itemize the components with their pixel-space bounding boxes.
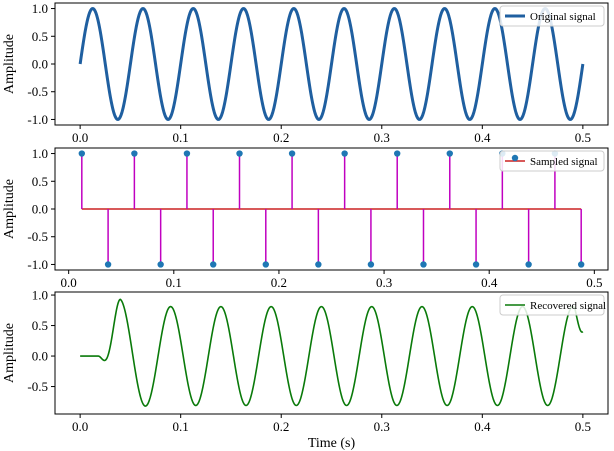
legend-box xyxy=(499,294,605,316)
legend-swatch-marker xyxy=(511,154,519,162)
plot-frame xyxy=(54,291,609,415)
y-tick-label: 1.0 xyxy=(32,288,48,303)
x-axis-label: Time (s) xyxy=(308,436,356,451)
y-tick-label: 0.5 xyxy=(32,29,48,44)
legend: Recovered signal xyxy=(499,294,606,316)
y-tick-label: 0.5 xyxy=(32,174,48,189)
y-axis-label: Amplitude xyxy=(2,179,17,239)
y-tick-label: 0.5 xyxy=(32,318,48,333)
stem-marker xyxy=(472,261,480,268)
stem-marker xyxy=(236,150,243,157)
x-tick-label: 0.3 xyxy=(376,275,392,290)
x-tick-label: 0.1 xyxy=(173,130,189,145)
stem-marker xyxy=(420,261,427,268)
y-tick-label: 0.0 xyxy=(32,57,48,72)
stem-marker xyxy=(446,150,453,157)
stem-marker xyxy=(367,261,375,268)
y-tick-label: -0.5 xyxy=(27,379,48,394)
legend: Sampled signal xyxy=(499,150,605,172)
x-tick-label: 0.1 xyxy=(173,419,189,434)
y-tick-label: 1.0 xyxy=(32,1,48,16)
x-tick-label: 0.2 xyxy=(271,275,287,290)
x-tick-label: 0.5 xyxy=(575,419,591,434)
legend-label: Sampled signal xyxy=(530,156,598,168)
legend: Original signal xyxy=(499,5,605,27)
y-tick-label: -0.5 xyxy=(27,84,48,99)
series-line-original xyxy=(78,7,585,121)
y-tick-label: 1.0 xyxy=(32,146,48,161)
x-tick-label: 0.0 xyxy=(61,275,77,290)
x-tick-label: 0.3 xyxy=(374,419,390,434)
series-line-recovered xyxy=(79,298,584,407)
stem-marker xyxy=(288,150,296,157)
x-tick-label: 0.3 xyxy=(374,130,390,145)
x-tick-label: 0.2 xyxy=(273,419,289,434)
legend-box xyxy=(499,5,605,27)
y-axis-label: Amplitude xyxy=(2,323,17,383)
y-axis-label: Amplitude xyxy=(2,34,17,94)
stem-marker xyxy=(78,150,86,157)
x-tick-label: 0.0 xyxy=(72,419,88,434)
stem-marker xyxy=(104,261,112,268)
plot-frame xyxy=(54,2,609,126)
stem-marker xyxy=(262,261,269,268)
x-tick-label: 0.2 xyxy=(273,130,289,145)
legend-label: Recovered signal xyxy=(530,300,606,312)
y-tick-label: -1.0 xyxy=(27,112,48,127)
x-tick-label: 0.0 xyxy=(72,130,88,145)
plot-frame xyxy=(54,147,609,271)
panel-original: 0.0 0.1 0.2 0.3 0.4 0.5 -1.0 -0.5 0.0 0.5 1.0 Ampli… xyxy=(2,1,609,145)
stem-marker xyxy=(577,261,585,268)
x-tick-label: 0.5 xyxy=(586,275,602,290)
x-tick-label: 0.4 xyxy=(474,419,491,434)
legend-label: Original signal xyxy=(530,11,596,23)
y-tick-label: -1.0 xyxy=(27,257,48,272)
stem-marker xyxy=(394,150,401,157)
stem-marker xyxy=(525,261,532,268)
y-tick-label: -0.5 xyxy=(27,229,48,244)
legend-box xyxy=(499,150,605,172)
panel-recovered: 0.0 0.1 0.2 0.3 0.4 0.5 -0.5 0.0 0.5 1.0 Amplitude… xyxy=(2,288,609,451)
x-tick-label: 0.4 xyxy=(474,130,491,145)
stem-marker xyxy=(157,261,164,268)
stem-marker xyxy=(183,150,191,157)
panel-sampled: 0.0 0.1 0.2 0.3 0.4 0.5 -1.0 -0.5 0.0 0.5 1.0 Ampli… xyxy=(2,146,609,290)
y-tick-label: 0.0 xyxy=(32,349,48,364)
y-tick-label: 0.0 xyxy=(32,202,48,217)
x-tick-label: 0.1 xyxy=(166,275,182,290)
stem-marker xyxy=(315,261,322,268)
stem-marker xyxy=(210,261,217,268)
stem-marker xyxy=(341,150,348,157)
x-tick-label: 0.4 xyxy=(481,275,498,290)
stem-marker xyxy=(131,150,138,157)
x-tick-label: 0.5 xyxy=(575,130,591,145)
